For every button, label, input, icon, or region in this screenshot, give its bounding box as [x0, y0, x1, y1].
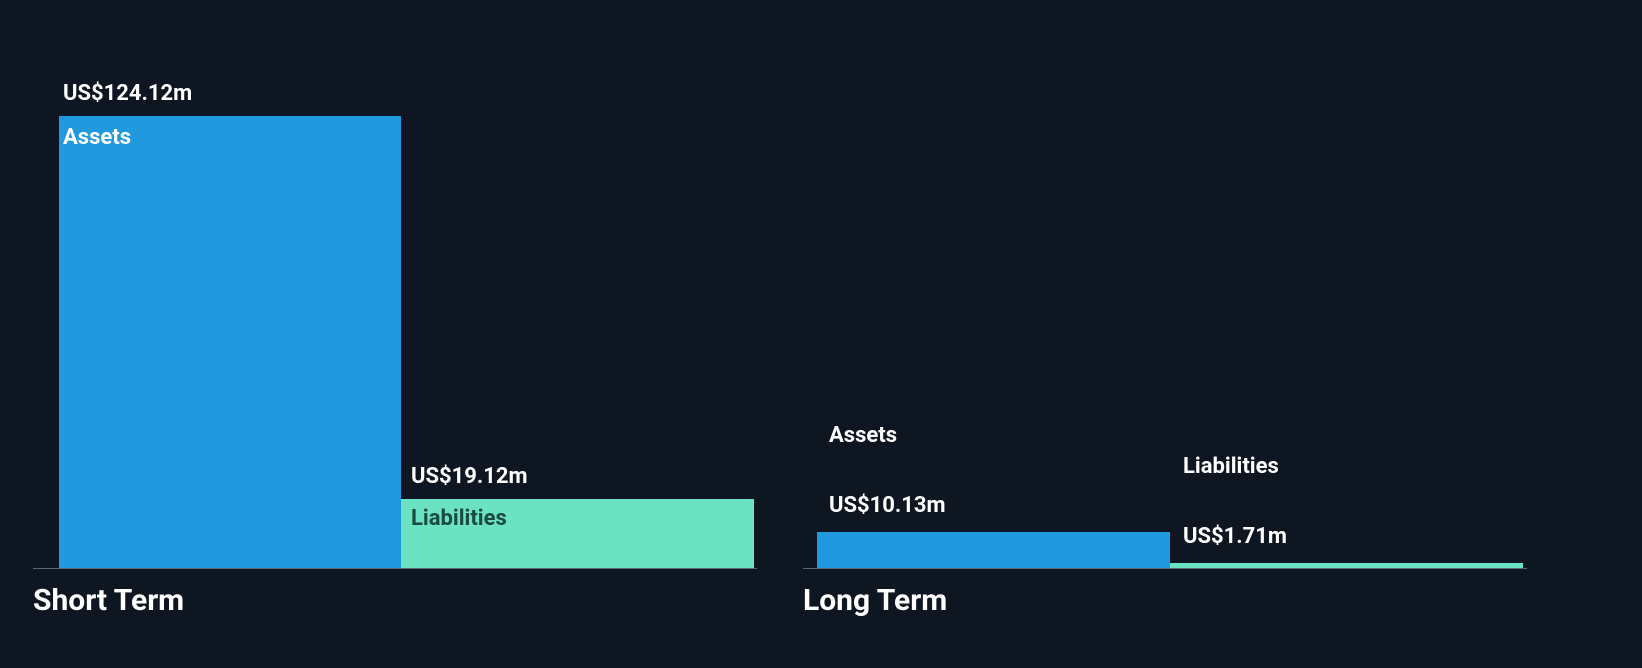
- series-label-long-term-liabilities: Liabilities: [1183, 454, 1279, 479]
- series-label-short-term-liabilities: Liabilities: [411, 506, 507, 531]
- value-long-term-liabilities: US$1.71m: [1183, 524, 1287, 549]
- series-label-long-term-assets: Assets: [829, 423, 897, 448]
- value-long-term-assets: US$10.13m: [829, 493, 946, 518]
- chart-long-term: Assets US$10.13m Liabilities US$1.71m: [803, 116, 1527, 569]
- panel-short-term: US$124.12m Assets US$19.12m Liabilities …: [33, 116, 757, 618]
- baseline-short-term: [33, 568, 757, 569]
- panel-title-short-term: Short Term: [33, 583, 757, 618]
- panel-title-long-term: Long Term: [803, 583, 1527, 618]
- panel-long-term: Assets US$10.13m Liabilities US$1.71m Lo…: [803, 116, 1527, 618]
- series-label-short-term-assets: Assets: [63, 125, 131, 150]
- value-short-term-liabilities: US$19.12m: [411, 464, 528, 489]
- bar-short-term-assets: [59, 116, 401, 569]
- value-short-term-assets: US$124.12m: [63, 81, 192, 106]
- baseline-long-term: [803, 568, 1527, 569]
- chart-short-term: US$124.12m Assets US$19.12m Liabilities: [33, 116, 757, 569]
- bar-long-term-assets: [817, 532, 1170, 569]
